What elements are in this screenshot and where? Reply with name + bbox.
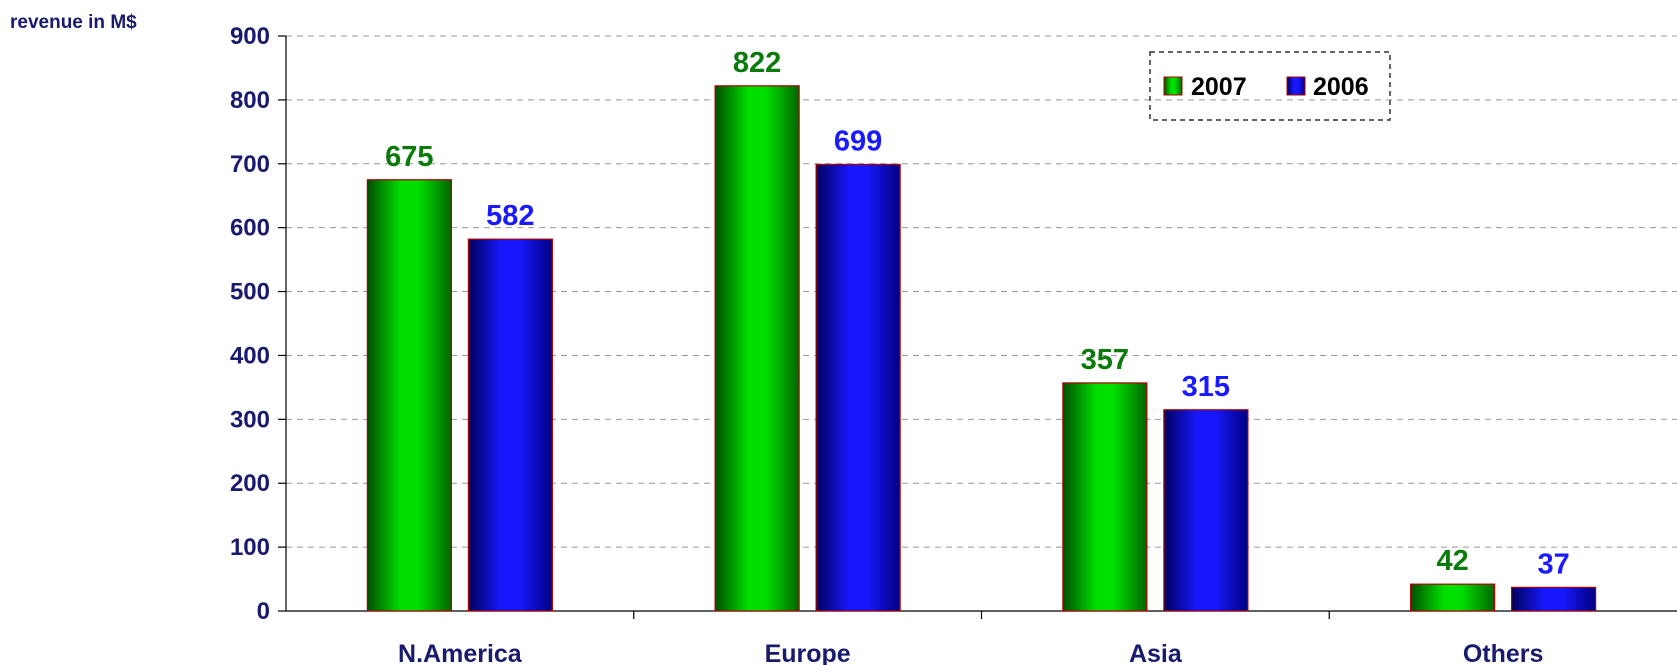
data-label-asia-2006: 315 xyxy=(1182,371,1230,403)
y-tick-label: 200 xyxy=(230,470,270,497)
bar-asia-2006 xyxy=(1163,409,1249,612)
y-tick-label: 500 xyxy=(230,279,270,306)
x-tick-label-others: Others xyxy=(1463,640,1544,665)
bar-europe-2007 xyxy=(714,85,800,612)
bars xyxy=(366,85,1597,612)
x-tick-label-n-america: N.America xyxy=(398,640,523,665)
y-tick-label: 300 xyxy=(230,406,270,433)
y-tick-label: 800 xyxy=(230,87,270,114)
bar-asia-2007 xyxy=(1062,382,1148,612)
legend-swatch-2006 xyxy=(1286,76,1306,96)
legend-label-2007: 2007 xyxy=(1191,73,1247,101)
legend-frame xyxy=(1149,51,1391,121)
data-label-n-america-2007: 675 xyxy=(385,141,433,173)
x-tick-label-europe: Europe xyxy=(765,640,851,665)
legend-swatch-2007 xyxy=(1163,76,1183,96)
bar-europe-2006 xyxy=(815,163,901,612)
data-label-n-america-2006: 582 xyxy=(486,200,534,232)
y-tick-label: 100 xyxy=(230,534,270,561)
data-label-europe-2006: 699 xyxy=(834,125,882,157)
legend-label-2006: 2006 xyxy=(1313,73,1369,101)
legend: 2007 2006 xyxy=(1149,51,1391,121)
y-tick-label: 600 xyxy=(230,215,270,242)
data-label-europe-2007: 822 xyxy=(733,47,781,79)
bar-n-america-2007 xyxy=(366,179,452,612)
x-tick-labels: N.America Europe Asia Others xyxy=(398,640,1543,665)
y-tick-label: 0 xyxy=(257,598,270,625)
bar-n-america-2006 xyxy=(467,238,553,612)
y-tick-label: 900 xyxy=(230,23,270,50)
y-tick-label: 700 xyxy=(230,151,270,178)
y-tick-labels: 0 100 200 300 400 500 600 700 800 900 xyxy=(230,23,270,625)
bar-others-2007 xyxy=(1410,583,1496,612)
data-label-others-2006: 37 xyxy=(1537,548,1569,580)
data-label-others-2007: 42 xyxy=(1436,545,1468,577)
x-tick-label-asia: Asia xyxy=(1129,640,1183,665)
data-labels: 675 582 822 699 357 315 42 37 xyxy=(385,47,1570,581)
y-tick-label: 400 xyxy=(230,342,270,369)
bar-others-2006 xyxy=(1511,586,1597,612)
data-label-asia-2007: 357 xyxy=(1081,344,1129,376)
y-axis-title: revenue in M$ xyxy=(10,12,137,33)
